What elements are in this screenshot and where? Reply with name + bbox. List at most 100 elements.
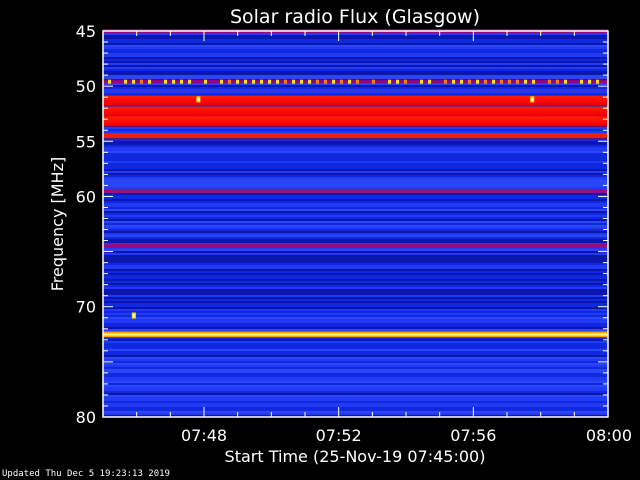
emission-band [103,331,608,338]
intensity-stripe [103,415,608,417]
emission-burst [268,79,271,84]
intensity-stripe [103,93,608,95]
emission-burst [124,79,127,84]
emission-burst [140,79,143,84]
emission-burst [228,79,231,84]
updated-timestamp: Updated Thu Dec 5 19:23:13 2019 [2,469,170,479]
intensity-stripe [103,39,608,41]
intensity-stripe [103,233,608,235]
intensity-stripe [103,213,608,215]
intensity-stripe [103,235,608,237]
intensity-stripe [103,185,608,187]
intermittent-emission [103,79,608,84]
emission-burst [244,79,247,84]
intensity-stripe [103,307,608,309]
x-axis-label: Start Time (25-Nov-19 07:45:00) [225,447,486,466]
intensity-stripe [103,37,608,39]
emission-burst [460,79,463,84]
intensity-stripe [103,157,608,159]
emission-burst [596,79,599,84]
intensity-stripe [103,319,608,321]
intensity-stripe [103,159,608,161]
intensity-stripe [103,379,608,381]
emission-burst [276,79,279,84]
y-tick-label: 55 [76,132,96,151]
intensity-stripe [103,229,608,231]
intensity-stripe [103,223,608,225]
intensity-stripe [103,161,608,163]
axes-frame [102,30,609,418]
intensity-stripe [103,91,608,93]
intensity-stripe [103,373,608,375]
intensity-stripe [103,263,608,265]
intensity-stripe [103,301,608,303]
intensity-stripe [103,309,608,311]
emission-burst [492,79,495,84]
intensity-stripe [103,381,608,383]
intensity-stripe [103,57,608,59]
intensity-stripe [103,313,608,315]
intensity-stripe [103,343,608,345]
y-axis-label: Frequency [MHz] [48,157,67,291]
intensity-stripe [103,267,608,269]
emission-burst [180,79,183,84]
intensity-stripe [103,367,608,369]
y-tick-label: 45 [76,22,96,41]
intensity-stripe [103,65,608,67]
intensity-stripe [103,249,608,251]
emission-band [103,116,608,127]
intensity-stripe [103,143,608,145]
emission-burst [476,79,479,84]
intensity-stripe [103,403,608,405]
emission-burst [508,79,511,84]
emission-burst [204,79,207,84]
intensity-stripe [103,339,608,341]
emission-burst [236,79,239,84]
intensity-stripe [103,179,608,181]
intensity-stripe [103,175,608,177]
intensity-stripe [103,405,608,407]
intensity-stripe [103,203,608,205]
y-tick-label: 60 [76,187,96,206]
intensity-stripe [103,389,608,391]
emission-burst [316,79,319,84]
emission-burst [300,79,303,84]
intensity-stripe [103,243,608,245]
intensity-stripe [103,193,608,195]
intensity-stripe [103,391,608,393]
intensity-stripe [103,289,608,291]
intensity-stripe [103,257,608,259]
intensity-stripe [103,75,608,77]
intensity-stripe [103,261,608,263]
intensity-stripe [103,45,608,47]
intensity-stripe [103,311,608,313]
emission-burst [588,79,591,84]
plot-frame [102,30,609,418]
intensity-stripe [103,147,608,149]
intensity-stripe [103,211,608,213]
intensity-stripe [103,131,608,133]
intensity-stripe [103,341,608,343]
emission-band [103,133,608,139]
intensity-stripe [103,225,608,227]
intensity-stripe [103,59,608,61]
intensity-stripe [103,165,608,167]
emission-burst [132,79,135,84]
bright-spots [131,96,535,319]
intensity-stripe [103,323,608,325]
chart-title: Solar radio Flux (Glasgow) [230,6,480,28]
intensity-stripe [103,269,608,271]
intensity-stripe [103,155,608,157]
emission-burst [332,79,335,84]
emission-burst [548,79,551,84]
intensity-stripe [103,127,608,129]
intensity-stripe [103,169,608,171]
x-tick-label: 07:52 [316,426,362,445]
intensity-stripe [103,365,608,367]
emission-burst [324,79,327,84]
intensity-stripe [103,321,608,323]
intensity-stripe [103,303,608,305]
emission-band [103,188,608,193]
intensity-stripe [103,401,608,403]
intensity-stripe [103,259,608,261]
